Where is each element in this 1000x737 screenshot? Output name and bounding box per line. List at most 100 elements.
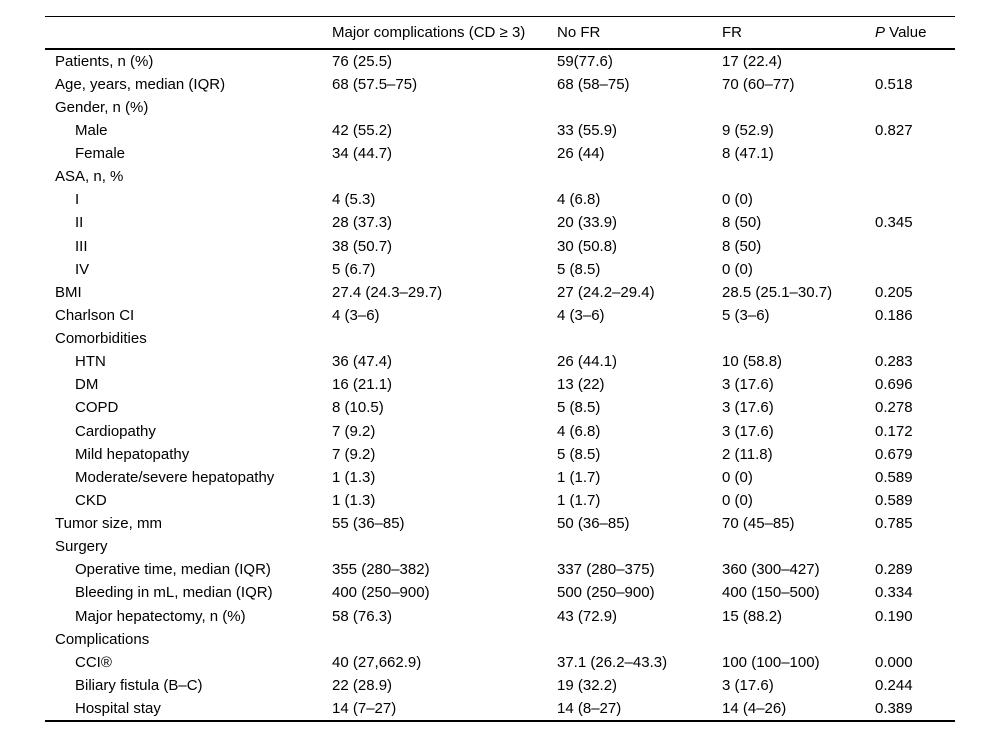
value-major-complications: 4 (3–6) <box>332 306 380 324</box>
value-no-fr: 30 (50.8) <box>557 237 618 255</box>
table-row: I 4 (5.3) 4 (6.8) 0 (0) <box>45 188 955 211</box>
value-p: 0.289 <box>875 561 913 579</box>
value-fr: 3 (17.6) <box>722 399 774 417</box>
table-row: III 38 (50.7) 30 (50.8) 8 (50) <box>45 235 955 258</box>
row-label: HTN <box>75 353 106 371</box>
value-major-complications: 76 (25.5) <box>332 52 393 70</box>
row-label: Complications <box>55 630 150 648</box>
value-p: 0.679 <box>875 445 913 463</box>
row-label: Gender, n (%) <box>55 98 149 116</box>
value-p: 0.283 <box>875 353 913 371</box>
table-row: Surgery <box>45 535 955 558</box>
value-no-fr: 1 (1.7) <box>557 491 601 509</box>
value-fr: 8 (50) <box>722 214 762 232</box>
table-row: Mild hepatopathy 7 (9.2) 5 (8.5) 2 (11.8… <box>45 443 955 466</box>
value-fr: 17 (22.4) <box>722 52 783 70</box>
table-row: Complications <box>45 628 955 651</box>
value-major-complications: 27.4 (24.3–29.7) <box>332 283 443 301</box>
value-fr: 0 (0) <box>722 491 753 509</box>
value-fr: 2 (11.8) <box>722 445 773 463</box>
value-no-fr: 14 (8–27) <box>557 700 622 718</box>
row-label: Biliary fistula (B–C) <box>75 676 203 694</box>
value-fr: 100 (100–100) <box>722 653 820 671</box>
value-major-complications: 68 (57.5–75) <box>332 75 418 93</box>
value-major-complications: 355 (280–382) <box>332 561 430 579</box>
header-col-no-fr: No FR <box>557 23 601 41</box>
value-major-complications: 42 (55.2) <box>332 121 393 139</box>
value-p: 0.696 <box>875 376 913 394</box>
results-table: Major complications (CD ≥ 3) No FR FR P … <box>45 16 955 723</box>
value-p: 0.345 <box>875 214 913 232</box>
table-row: DM 16 (21.1) 13 (22) 3 (17.6) 0.696 <box>45 373 955 396</box>
value-no-fr: 19 (32.2) <box>557 676 618 694</box>
value-major-complications: 4 (5.3) <box>332 191 376 209</box>
value-fr: 14 (4–26) <box>722 700 787 718</box>
value-p: 0.172 <box>875 422 913 440</box>
row-label: II <box>75 214 84 232</box>
value-p: 0.589 <box>875 468 913 486</box>
value-no-fr: 68 (58–75) <box>557 75 630 93</box>
value-major-complications: 38 (50.7) <box>332 237 393 255</box>
value-major-complications: 22 (28.9) <box>332 676 393 694</box>
row-label: Moderate/severe hepatopathy <box>75 468 275 486</box>
value-no-fr: 337 (280–375) <box>557 561 655 579</box>
p-value-italic-p: P <box>875 23 886 41</box>
value-fr: 70 (45–85) <box>722 515 795 533</box>
value-major-complications: 8 (10.5) <box>332 399 384 417</box>
value-fr: 3 (17.6) <box>722 676 774 694</box>
value-p: 0.589 <box>875 491 913 509</box>
value-no-fr: 26 (44.1) <box>557 353 618 371</box>
row-label: Bleeding in mL, median (IQR) <box>75 584 273 602</box>
value-p: 0.190 <box>875 607 913 625</box>
row-label: CCI® <box>75 653 112 671</box>
p-value-rest: Value <box>885 23 927 41</box>
row-label: Age, years, median (IQR) <box>55 75 226 93</box>
header-col-p-value: P Value <box>875 25 955 40</box>
value-p: 0.278 <box>875 399 913 417</box>
value-fr: 0 (0) <box>722 468 753 486</box>
row-label: III <box>75 237 88 255</box>
value-major-complications: 36 (47.4) <box>332 353 393 371</box>
value-p: 0.205 <box>875 283 913 301</box>
row-label: Male <box>75 121 108 139</box>
table-row: Male 42 (55.2) 33 (55.9) 9 (52.9) 0.827 <box>45 119 955 142</box>
value-fr: 360 (300–427) <box>722 561 820 579</box>
value-major-complications: 1 (1.3) <box>332 468 376 486</box>
value-major-complications: 28 (37.3) <box>332 214 393 232</box>
value-p: 0.244 <box>875 676 913 694</box>
value-no-fr: 33 (55.9) <box>557 121 618 139</box>
value-no-fr: 500 (250–900) <box>557 584 655 602</box>
table-row: ASA, n, % <box>45 165 955 188</box>
value-major-complications: 400 (250–900) <box>332 584 430 602</box>
value-fr: 5 (3–6) <box>722 306 770 324</box>
table-row: Moderate/severe hepatopathy 1 (1.3) 1 (1… <box>45 466 955 489</box>
table-row: COPD 8 (10.5) 5 (8.5) 3 (17.6) 0.278 <box>45 396 955 419</box>
value-fr: 3 (17.6) <box>722 376 774 394</box>
table-row: Charlson CI 4 (3–6) 4 (3–6) 5 (3–6) 0.18… <box>45 304 955 327</box>
row-label: DM <box>75 376 99 394</box>
value-fr: 28.5 (25.1–30.7) <box>722 283 833 301</box>
value-fr: 400 (150–500) <box>722 584 820 602</box>
row-label: IV <box>75 260 90 278</box>
value-fr: 3 (17.6) <box>722 422 774 440</box>
value-fr: 8 (47.1) <box>722 145 774 163</box>
table-row: Tumor size, mm 55 (36–85) 50 (36–85) 70 … <box>45 512 955 535</box>
value-no-fr: 5 (8.5) <box>557 260 601 278</box>
value-major-complications: 7 (9.2) <box>332 445 376 463</box>
value-fr: 8 (50) <box>722 237 762 255</box>
row-label: Cardiopathy <box>75 422 156 440</box>
table-row: Bleeding in mL, median (IQR) 400 (250–90… <box>45 581 955 604</box>
value-major-complications: 7 (9.2) <box>332 422 376 440</box>
value-no-fr: 5 (8.5) <box>557 445 601 463</box>
table-header-row: Major complications (CD ≥ 3) No FR FR P … <box>45 17 955 50</box>
table-row: BMI 27.4 (24.3–29.7) 27 (24.2–29.4) 28.5… <box>45 281 955 304</box>
table-row: Operative time, median (IQR) 355 (280–38… <box>45 558 955 581</box>
value-no-fr: 26 (44) <box>557 145 605 163</box>
value-fr: 9 (52.9) <box>722 121 774 139</box>
value-fr: 0 (0) <box>722 260 753 278</box>
value-no-fr: 4 (6.8) <box>557 422 601 440</box>
value-p: 0.186 <box>875 306 913 324</box>
value-no-fr: 37.1 (26.2–43.3) <box>557 653 668 671</box>
table-row: Major hepatectomy, n (%) 58 (76.3) 43 (7… <box>45 605 955 628</box>
row-label: Operative time, median (IQR) <box>75 561 271 579</box>
